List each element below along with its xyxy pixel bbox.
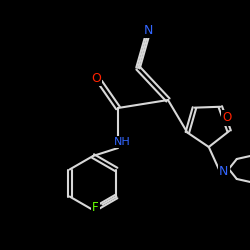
Text: O: O: [222, 112, 231, 124]
Text: N: N: [219, 166, 228, 178]
Text: NH: NH: [114, 137, 130, 147]
Text: N: N: [143, 24, 153, 36]
Text: F: F: [92, 201, 99, 214]
Text: O: O: [91, 72, 101, 85]
